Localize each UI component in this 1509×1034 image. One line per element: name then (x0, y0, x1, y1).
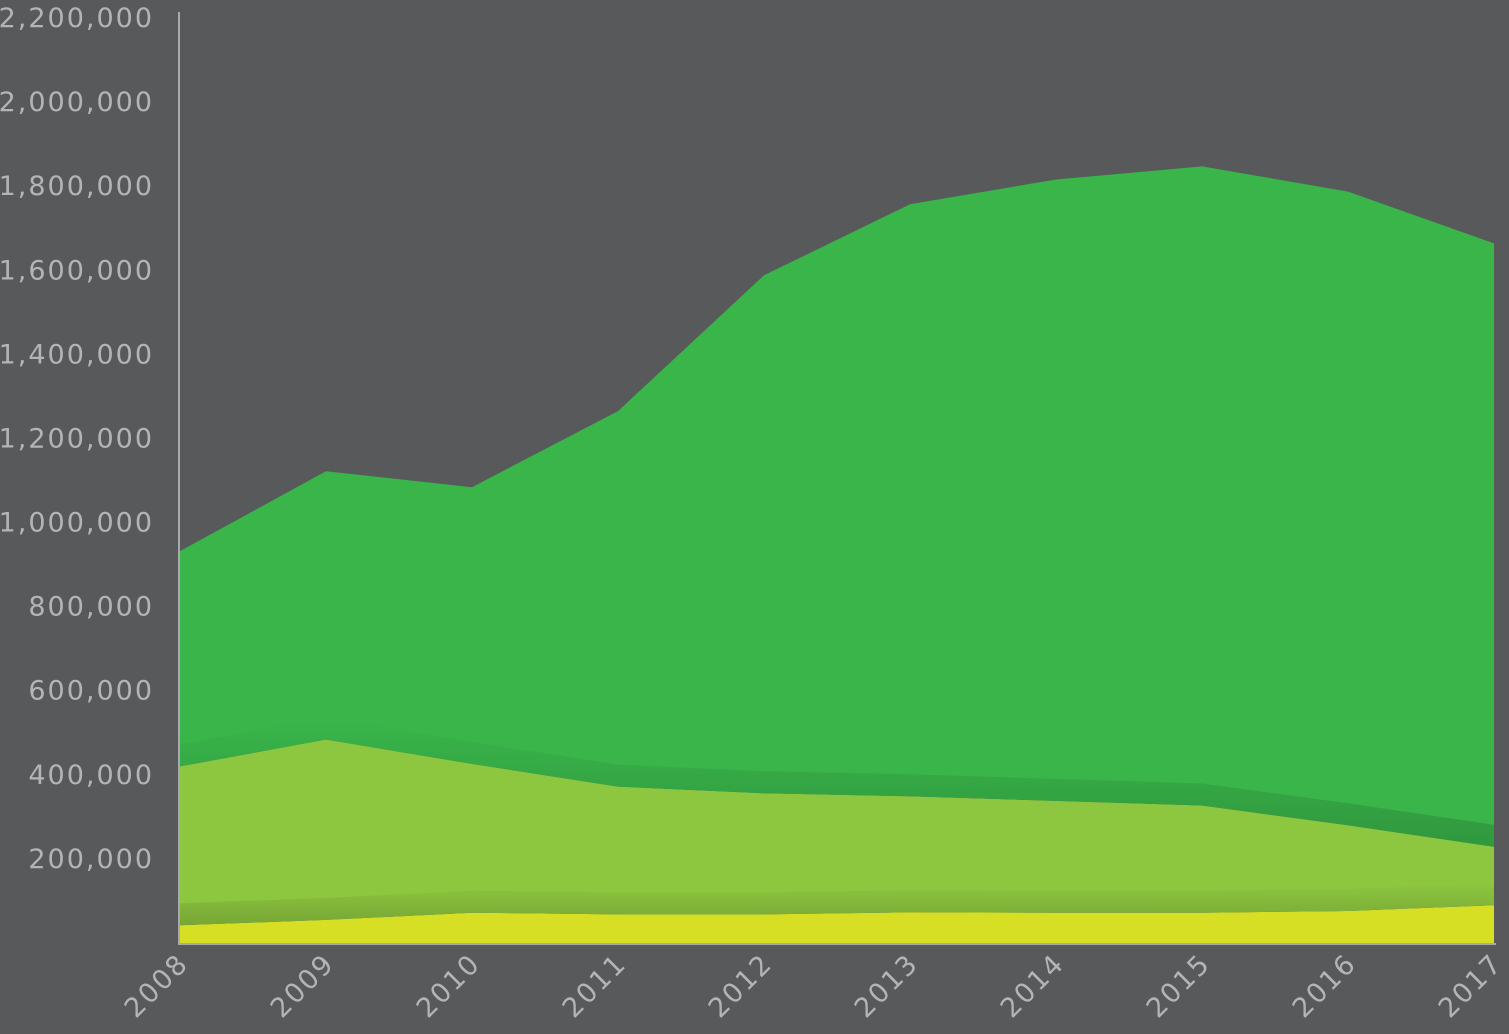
x-tick-label: 2012 (703, 948, 779, 1024)
series-shadow-3 (180, 717, 1494, 847)
y-tick-label: 1,800,000 (0, 171, 154, 202)
x-tick-label: 2009 (265, 948, 341, 1024)
axes (178, 12, 1496, 945)
series-area-3 (180, 166, 1494, 847)
y-tick-label: 2,200,000 (0, 3, 154, 34)
y-tick-label: 1,400,000 (0, 339, 154, 370)
series-shadow-2 (180, 883, 1494, 926)
y-tick-label: 1,600,000 (0, 255, 154, 286)
x-tick-label: 2008 (119, 948, 195, 1024)
x-axis-ticks: 2008 2009 2010 2011 2012 2013 2014 2015 2016 2017 (119, 948, 1509, 1024)
x-tick-label: 2013 (849, 948, 925, 1024)
y-tick-label: 600,000 (28, 676, 154, 707)
y-axis-ticks: 200,000 400,000 600,000 800,000 1,000,000 1,2… (0, 3, 154, 875)
y-tick-label: 400,000 (28, 760, 154, 791)
x-tick-label: 2015 (1141, 948, 1217, 1024)
x-tick-label: 2011 (557, 948, 633, 1024)
y-tick-label: 200,000 (28, 844, 154, 875)
series-areas (180, 166, 1494, 943)
y-tick-label: 2,000,000 (0, 87, 154, 118)
y-tick-label: 800,000 (28, 592, 154, 623)
x-tick-label: 2016 (1287, 948, 1363, 1024)
x-tick-label: 2017 (1433, 948, 1509, 1024)
series-area-1 (180, 905, 1494, 943)
series-area-2 (180, 739, 1494, 926)
x-tick-label: 2014 (995, 948, 1071, 1024)
y-tick-label: 1,200,000 (0, 423, 154, 454)
y-tick-label: 1,000,000 (0, 508, 154, 539)
x-tick-label: 2010 (411, 948, 487, 1024)
